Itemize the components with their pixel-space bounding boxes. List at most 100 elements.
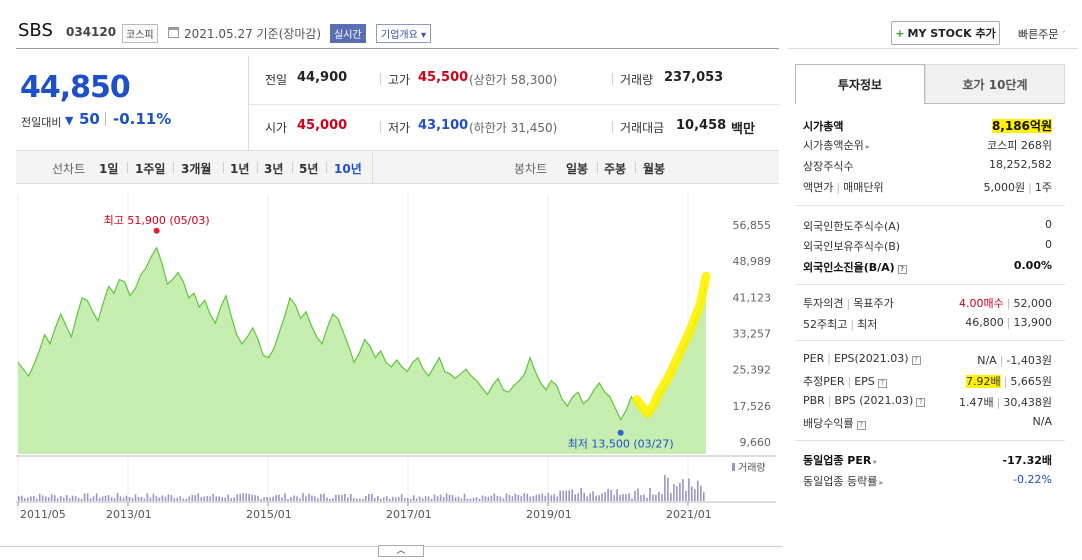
volume-bar: [409, 499, 412, 501]
volume-bar: [362, 498, 364, 501]
range-1y[interactable]: 1년: [230, 162, 250, 176]
divider: [372, 153, 373, 183]
volume-bar: [356, 498, 358, 501]
candle-monthly[interactable]: 월봉: [643, 162, 666, 176]
trade-unit: 1주: [1034, 181, 1052, 194]
volume-bar: [107, 495, 110, 501]
volume-bar: [553, 494, 555, 501]
help-icon[interactable]: ?: [911, 356, 921, 365]
candle-weekly[interactable]: 주봉: [604, 162, 627, 176]
volume-bar: [652, 494, 654, 501]
realtime-badge[interactable]: 실시간: [330, 24, 366, 43]
volume-label: 거래량: [620, 73, 654, 87]
volume-bar: [59, 496, 62, 501]
price-chart[interactable]: 최고 51,900 (05/03) 최저 13,500 (03/27) 56,855…: [16, 184, 779, 524]
candle-daily[interactable]: 일봉: [566, 162, 589, 176]
range-3m[interactable]: 3개월: [181, 162, 212, 176]
volume-bar: [254, 495, 256, 501]
volume-bar: [631, 498, 633, 501]
volume-value: 237,053: [664, 70, 724, 85]
industry-change-value: -0.22%: [1013, 473, 1052, 486]
volume-bar: [433, 494, 436, 501]
company-info-dropdown[interactable]: 기업개요 ▾: [376, 24, 432, 43]
low-value: 43,100: [418, 118, 469, 133]
help-icon[interactable]: ?: [877, 379, 887, 388]
volume-bar: [568, 490, 570, 501]
volume-bar: [397, 497, 400, 501]
volume-bar: [691, 486, 693, 501]
volume-bar: [347, 497, 349, 501]
target-price-value: 52,000: [1013, 297, 1053, 310]
volume-bar: [272, 496, 274, 501]
down-arrow-icon: ▼: [65, 114, 74, 127]
volume-bar: [385, 496, 388, 501]
volume-bar: [212, 494, 214, 501]
volume-bar: [424, 496, 427, 501]
volume-bar: [625, 494, 627, 501]
eps-label: EPS(2021.03): [833, 352, 909, 365]
divider: [925, 103, 1065, 104]
tab-investment-info[interactable]: 투자정보: [795, 64, 925, 104]
divider: [597, 162, 598, 173]
chevron-down-icon: ˇ: [1058, 31, 1066, 41]
volume-bar: [478, 498, 481, 501]
volume-bar: [505, 493, 508, 501]
volume-bar: [637, 488, 639, 501]
volume-bar: [442, 497, 445, 501]
volume-bar: [685, 490, 687, 501]
volume-bar: [182, 498, 185, 501]
help-icon[interactable]: ?: [897, 265, 907, 274]
volume-bar: [586, 496, 588, 501]
volume-bar: [335, 494, 337, 501]
range-1w[interactable]: 1주일: [135, 162, 166, 176]
volume-bar: [619, 494, 621, 501]
company-info-label: 기업개요: [381, 30, 418, 41]
mystock-add-button[interactable]: + MY STOCK 추가: [891, 21, 1000, 45]
volume-bar: [251, 494, 253, 501]
volume-bar: [341, 495, 343, 501]
volume-bar: [374, 498, 376, 501]
volume-bar: [56, 498, 59, 501]
quick-order-button[interactable]: 빠른주문 ˇ: [1018, 26, 1066, 42]
divider: [795, 284, 1065, 285]
volume-bar: [667, 477, 669, 501]
volume-bar: [71, 495, 74, 501]
est-eps-label: EPS: [854, 375, 875, 388]
market-cap-rank-label[interactable]: 시가총액순위: [803, 139, 864, 152]
est-per-value: 7.92배: [966, 375, 1001, 388]
help-icon[interactable]: ?: [856, 421, 866, 430]
volume-bar: [451, 495, 454, 501]
x-tick-label: 2013/01: [106, 508, 152, 521]
volume-bar: [673, 484, 675, 501]
range-5y[interactable]: 5년: [299, 162, 319, 176]
volume-bar: [475, 497, 478, 501]
divider: [380, 121, 381, 133]
help-icon[interactable]: ?: [916, 398, 926, 407]
opinion-label: 투자의견: [803, 297, 844, 310]
volume-bar: [194, 495, 197, 501]
collapse-button[interactable]: ︿: [378, 545, 424, 557]
chart-nav-bar: [16, 150, 779, 184]
industry-per-label[interactable]: 동일업종 PER: [803, 454, 872, 467]
range-10y[interactable]: 10년: [334, 162, 362, 176]
volume-bar: [577, 493, 579, 501]
x-tick-label: 2017/01: [386, 508, 432, 521]
industry-change-label[interactable]: 동일업종 등락률: [803, 475, 878, 488]
range-3y[interactable]: 3년: [264, 162, 284, 176]
volume-bar: [263, 497, 265, 501]
volume-bar: [406, 498, 409, 501]
high-label: 고가: [388, 73, 411, 87]
volume-bar: [86, 493, 89, 501]
range-1d[interactable]: 1일: [99, 162, 119, 176]
volume-bar: [104, 495, 107, 501]
volume-bar: [62, 497, 65, 501]
market-cap-value: 8,186억원: [991, 119, 1052, 133]
opinion-value: 4.00매수: [959, 297, 1004, 310]
bps-label: BPS (2021.03): [834, 394, 914, 407]
volume-bar: [95, 493, 98, 501]
volume-bar: [499, 496, 502, 501]
tab-orderbook[interactable]: 호가 10단계: [925, 64, 1065, 104]
chevron-right-icon: ▸: [873, 457, 878, 466]
volume-bar: [209, 496, 211, 501]
volume-bar: [113, 498, 116, 501]
